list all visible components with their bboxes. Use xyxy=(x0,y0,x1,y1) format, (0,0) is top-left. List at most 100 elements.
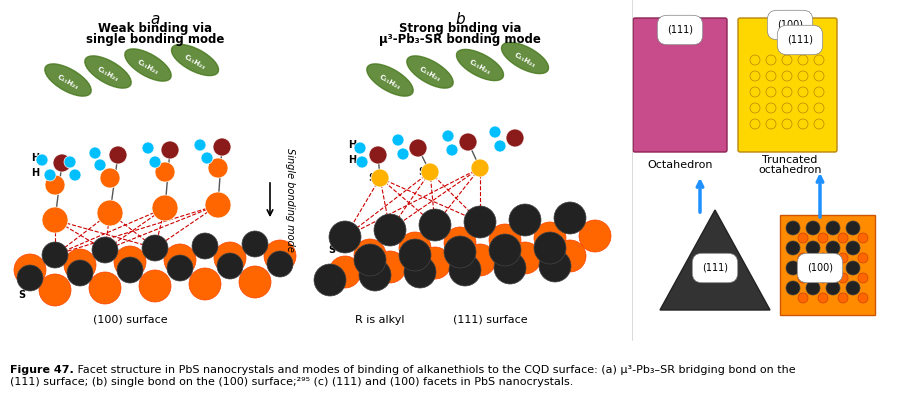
Circle shape xyxy=(14,254,46,286)
Circle shape xyxy=(798,87,808,97)
Circle shape xyxy=(17,265,43,291)
Circle shape xyxy=(782,55,792,65)
Circle shape xyxy=(786,281,800,295)
Ellipse shape xyxy=(501,42,548,74)
Circle shape xyxy=(798,253,808,263)
Circle shape xyxy=(798,103,808,113)
Circle shape xyxy=(818,233,828,243)
Circle shape xyxy=(67,260,93,286)
FancyBboxPatch shape xyxy=(633,18,727,152)
Circle shape xyxy=(217,253,243,279)
Text: μ³-Pb₃-SR bonding mode: μ³-Pb₃-SR bonding mode xyxy=(379,33,541,46)
Circle shape xyxy=(494,140,506,152)
Circle shape xyxy=(782,87,792,97)
Text: C₁₁H₂₃: C₁₁H₂₃ xyxy=(513,51,536,69)
Text: Pb: Pb xyxy=(326,226,338,235)
Circle shape xyxy=(92,237,118,263)
Text: C₁₁H₂₃: C₁₁H₂₃ xyxy=(96,66,120,83)
Circle shape xyxy=(750,87,760,97)
Circle shape xyxy=(464,244,496,276)
Circle shape xyxy=(858,253,868,263)
Text: H: H xyxy=(348,140,356,150)
Text: C₁₁H₂₃: C₁₁H₂₃ xyxy=(418,66,442,83)
Circle shape xyxy=(814,55,824,65)
Circle shape xyxy=(846,261,860,275)
Text: Facet structure in PbS nanocrystals and modes of binding of alkanethiols to the : Facet structure in PbS nanocrystals and … xyxy=(74,365,796,375)
Circle shape xyxy=(846,241,860,255)
Circle shape xyxy=(139,270,171,302)
Circle shape xyxy=(419,209,451,241)
Text: Figure 47.: Figure 47. xyxy=(10,365,74,375)
Circle shape xyxy=(359,259,391,291)
Circle shape xyxy=(782,71,792,81)
Circle shape xyxy=(838,233,848,243)
Circle shape xyxy=(858,293,868,303)
Text: (111): (111) xyxy=(667,25,693,35)
Circle shape xyxy=(392,134,404,146)
Circle shape xyxy=(267,251,293,277)
Circle shape xyxy=(838,293,848,303)
Circle shape xyxy=(142,235,168,261)
Circle shape xyxy=(356,156,368,168)
Circle shape xyxy=(806,281,820,295)
Circle shape xyxy=(239,266,271,298)
Text: S: S xyxy=(18,290,25,300)
Circle shape xyxy=(534,222,566,254)
Circle shape xyxy=(409,139,427,157)
Circle shape xyxy=(506,129,524,147)
Circle shape xyxy=(205,192,231,218)
Circle shape xyxy=(766,71,776,81)
Circle shape xyxy=(766,103,776,113)
Text: C: C xyxy=(57,155,64,165)
Text: Pb: Pb xyxy=(16,272,28,282)
Circle shape xyxy=(786,221,800,235)
Polygon shape xyxy=(660,210,770,310)
Circle shape xyxy=(489,224,521,256)
Text: R is alkyl: R is alkyl xyxy=(356,315,405,325)
Circle shape xyxy=(419,247,451,279)
Circle shape xyxy=(64,249,96,281)
Circle shape xyxy=(42,242,68,268)
Circle shape xyxy=(149,156,161,168)
Text: C₁₁H₂₃: C₁₁H₂₃ xyxy=(57,74,79,90)
Text: Octahedron: Octahedron xyxy=(647,160,713,170)
Circle shape xyxy=(214,242,246,274)
Ellipse shape xyxy=(367,64,413,96)
Circle shape xyxy=(846,221,860,235)
Circle shape xyxy=(826,281,840,295)
Circle shape xyxy=(818,253,828,263)
Circle shape xyxy=(100,168,120,188)
Circle shape xyxy=(750,71,760,81)
Circle shape xyxy=(838,253,848,263)
Circle shape xyxy=(444,236,476,268)
Circle shape xyxy=(798,233,808,243)
Circle shape xyxy=(750,55,760,65)
Circle shape xyxy=(798,119,808,129)
Circle shape xyxy=(114,246,146,278)
Circle shape xyxy=(374,251,406,283)
Circle shape xyxy=(806,221,820,235)
Circle shape xyxy=(242,231,268,257)
Circle shape xyxy=(329,221,361,253)
Circle shape xyxy=(509,242,541,274)
Circle shape xyxy=(109,146,127,164)
Circle shape xyxy=(826,221,840,235)
Circle shape xyxy=(826,241,840,255)
Circle shape xyxy=(814,103,824,113)
Circle shape xyxy=(846,281,860,295)
Circle shape xyxy=(152,195,178,221)
Circle shape xyxy=(44,169,56,181)
Text: C: C xyxy=(71,140,78,150)
Circle shape xyxy=(36,154,48,166)
Circle shape xyxy=(489,234,521,266)
Text: C: C xyxy=(392,135,399,145)
Text: (100): (100) xyxy=(807,263,833,273)
Circle shape xyxy=(826,261,840,275)
Text: S: S xyxy=(328,245,336,255)
Circle shape xyxy=(213,138,231,156)
Text: C: C xyxy=(373,148,380,158)
Circle shape xyxy=(858,273,868,283)
Circle shape xyxy=(459,133,477,151)
Text: C₁₁H₂₃: C₁₁H₂₃ xyxy=(137,58,159,76)
Circle shape xyxy=(354,142,366,154)
